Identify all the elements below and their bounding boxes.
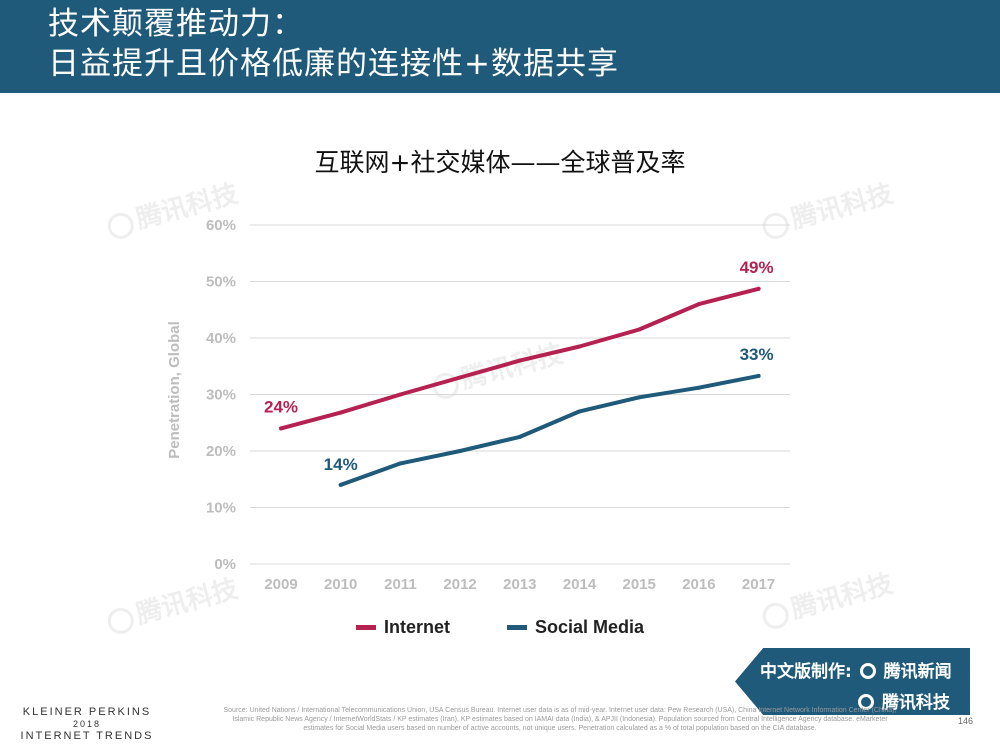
legend-label-social-media: Social Media bbox=[534, 617, 645, 637]
y-tick-label: 30% bbox=[206, 387, 236, 404]
data-point bbox=[637, 395, 642, 400]
data-point bbox=[696, 385, 701, 390]
data-point bbox=[577, 344, 582, 349]
credit-prefix: 中文版制作: bbox=[760, 662, 852, 682]
chart-legend: Internet Social Media bbox=[0, 614, 1000, 638]
series-line-internet bbox=[279, 286, 761, 431]
kp-brand-line-3: INTERNET TRENDS bbox=[20, 730, 154, 742]
y-axis-label: Penetration, Global bbox=[166, 321, 183, 459]
credit-badge-label: 中文版制作: 腾讯新闻 bbox=[760, 657, 952, 682]
data-point bbox=[517, 358, 522, 363]
x-tick-label: 2009 bbox=[264, 576, 297, 593]
kp-brand-line-1: KLEINER PERKINS bbox=[22, 706, 152, 718]
data-point bbox=[338, 482, 343, 487]
series-line-social-media bbox=[338, 373, 761, 487]
x-tick-label: 2016 bbox=[682, 576, 715, 593]
legend-item-internet: Internet bbox=[355, 617, 450, 638]
y-tick-label: 0% bbox=[214, 556, 236, 573]
x-tick-label: 2010 bbox=[324, 576, 357, 593]
y-tick-label: 60% bbox=[206, 217, 236, 234]
credit-badge-brand-2: 腾讯科技 bbox=[858, 688, 950, 713]
data-point bbox=[398, 392, 403, 397]
y-tick-label: 50% bbox=[206, 274, 236, 291]
data-point bbox=[756, 373, 761, 378]
x-tick-label: 2015 bbox=[623, 576, 656, 593]
kp-brand-line-2: 2018 bbox=[72, 719, 102, 729]
y-tick-label: 10% bbox=[206, 500, 236, 517]
chart-title: 互联网+社交媒体——全球普及率 bbox=[314, 148, 686, 177]
x-tick-label: 2011 bbox=[384, 576, 417, 593]
legend-label-internet: Internet bbox=[383, 617, 450, 637]
x-tick-label: 2014 bbox=[563, 576, 597, 593]
y-tick-label: 40% bbox=[206, 330, 236, 347]
kp-brand-mark: KLEINER PERKINS 2018 INTERNET TRENDS bbox=[12, 706, 162, 742]
data-point bbox=[637, 327, 642, 332]
x-tick-label: 2013 bbox=[503, 576, 536, 593]
page-number: 146 bbox=[958, 716, 974, 726]
data-point bbox=[398, 461, 403, 466]
data-point bbox=[458, 375, 463, 380]
x-tick-label: 2012 bbox=[443, 576, 476, 593]
credit-brand-tech: 腾讯科技 bbox=[881, 693, 950, 713]
data-point bbox=[756, 286, 761, 291]
data-label: 33% bbox=[740, 345, 774, 364]
legend-swatch-internet bbox=[355, 625, 376, 630]
data-point bbox=[696, 302, 701, 307]
tencent-tech-logo-icon bbox=[858, 694, 874, 710]
data-label: 14% bbox=[324, 455, 358, 474]
x-tick-label: 2017 bbox=[742, 576, 775, 593]
credit-badge bbox=[735, 648, 970, 715]
tencent-news-logo-icon bbox=[859, 663, 876, 679]
legend-swatch-social-media bbox=[506, 625, 527, 630]
y-tick-label: 20% bbox=[206, 443, 236, 460]
header-title-line-2: 日益提升且价格低廉的连接性+数据共享 bbox=[48, 46, 619, 82]
data-label: 49% bbox=[740, 258, 774, 277]
data-point bbox=[338, 410, 343, 415]
data-point bbox=[577, 409, 582, 414]
legend-item-social-media: Social Media bbox=[506, 617, 645, 638]
data-label: 24% bbox=[264, 397, 298, 416]
source-note: Source: United Nations / International T… bbox=[223, 707, 897, 732]
credit-brand-news: 腾讯新闻 bbox=[883, 662, 952, 682]
data-point bbox=[279, 426, 283, 431]
header-banner: 技术颠覆推动力： 日益提升且价格低廉的连接性+数据共享 bbox=[0, 0, 1000, 93]
header-title-line-1: 技术颠覆推动力： bbox=[48, 6, 304, 42]
data-point bbox=[517, 434, 522, 439]
data-point bbox=[458, 449, 463, 453]
